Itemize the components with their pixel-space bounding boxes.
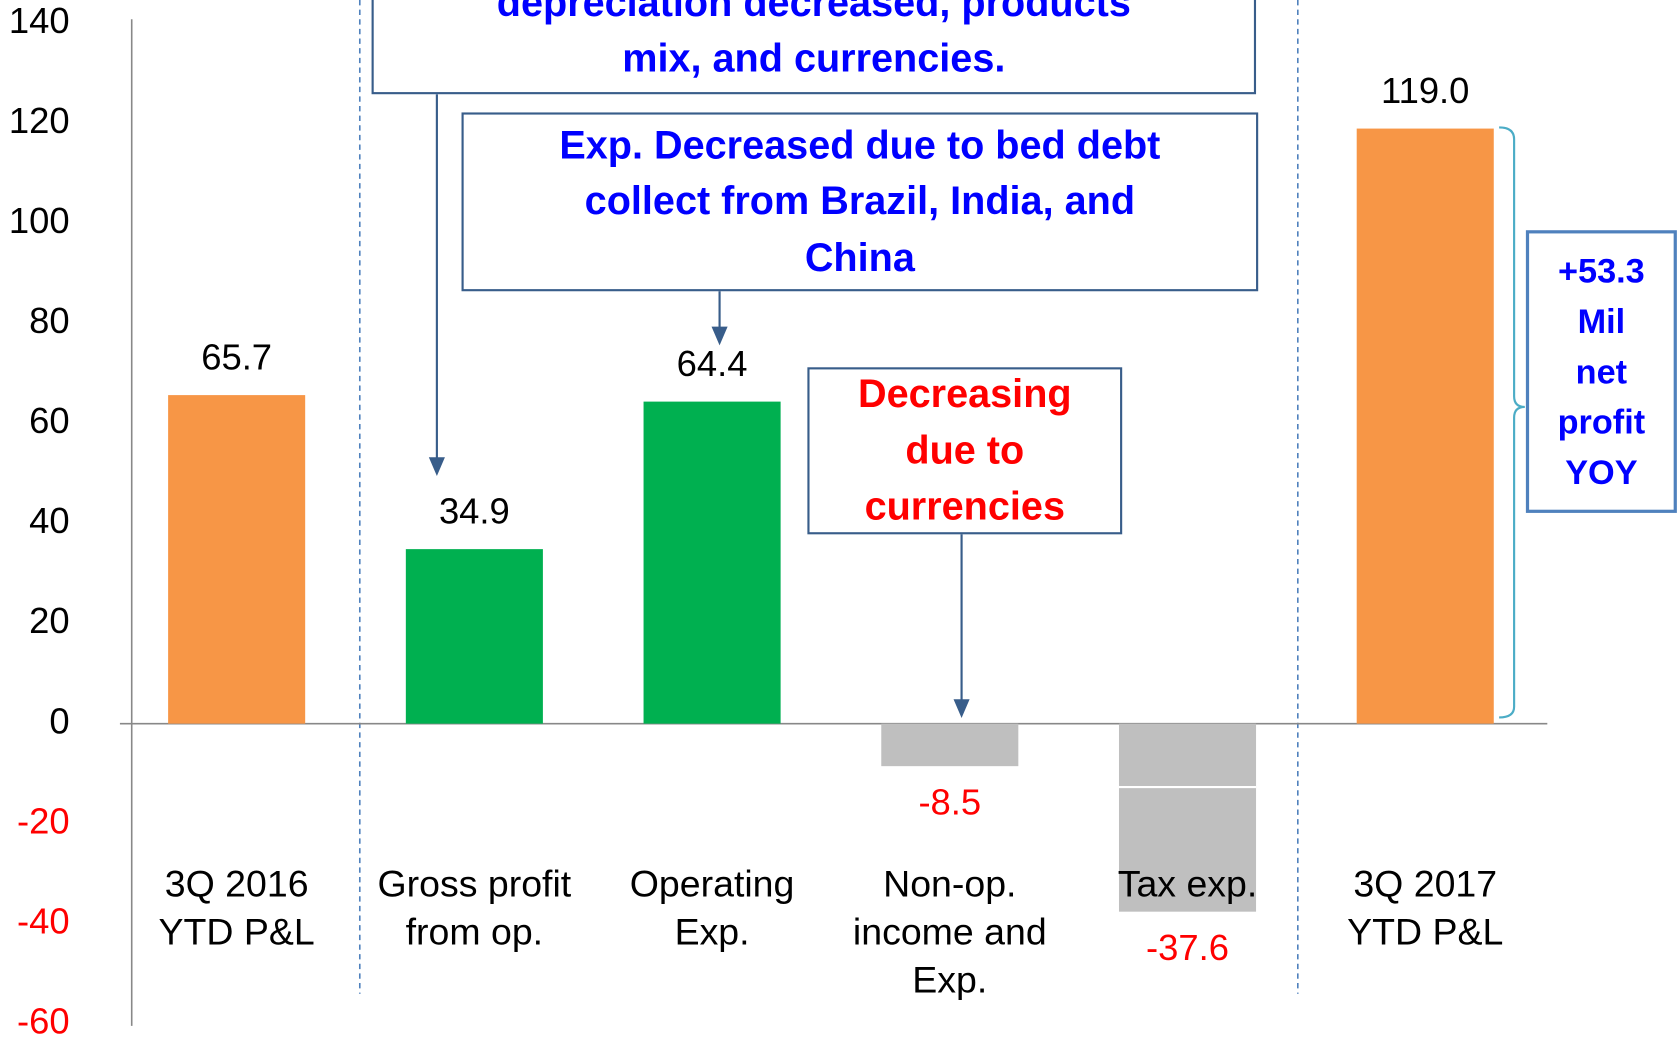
y-tick-label: -60 [17, 1000, 70, 1041]
value-label: 119.0 [1381, 70, 1469, 111]
x-tick-label: Non-op. income and Exp. [852, 863, 1047, 1002]
y-tick-label: 20 [29, 600, 69, 641]
value-label: 34.9 [439, 490, 510, 531]
value-label: 64.4 [677, 343, 748, 384]
y-tick-label: 120 [9, 100, 70, 141]
x-tick-label: Gross profit from op. [377, 863, 572, 954]
y-tick-label: 80 [29, 300, 69, 341]
annotation: Decreasing due to currencies [807, 367, 1123, 535]
y-tick-label: 40 [29, 500, 69, 541]
annotation: depreciation decreased, products mix, an… [371, 0, 1257, 95]
value-label: -37.6 [1146, 927, 1229, 968]
y-tick-label: 140 [9, 0, 70, 41]
brace [1499, 126, 1525, 719]
x-tick-label: 3Q 2017 YTD P&L [1347, 863, 1504, 954]
arrows [428, 94, 970, 719]
y-tick-label: 60 [29, 400, 69, 441]
x-tick-label: Operating Exp. [629, 863, 795, 954]
annotation: Exp. Decreased due to bed debt collect f… [461, 112, 1259, 292]
bar [405, 549, 543, 724]
bar [881, 723, 1019, 767]
bar [168, 395, 306, 724]
bar [643, 401, 781, 724]
y-tick-label: 100 [9, 200, 70, 241]
value-label: -8.5 [918, 781, 981, 822]
bar [1356, 128, 1494, 724]
x-tick-label: Tax exp. [1117, 863, 1258, 905]
x-tick-label: 3Q 2016 YTD P&L [158, 863, 315, 954]
y-tick-label: -40 [17, 900, 70, 941]
y-tick-label: -20 [17, 800, 70, 841]
y-tick-label: 0 [49, 700, 69, 741]
bar [1118, 723, 1257, 912]
value-label: 65.7 [201, 336, 272, 377]
annotation: +53.3 Mil net profit YOY [1525, 230, 1677, 513]
